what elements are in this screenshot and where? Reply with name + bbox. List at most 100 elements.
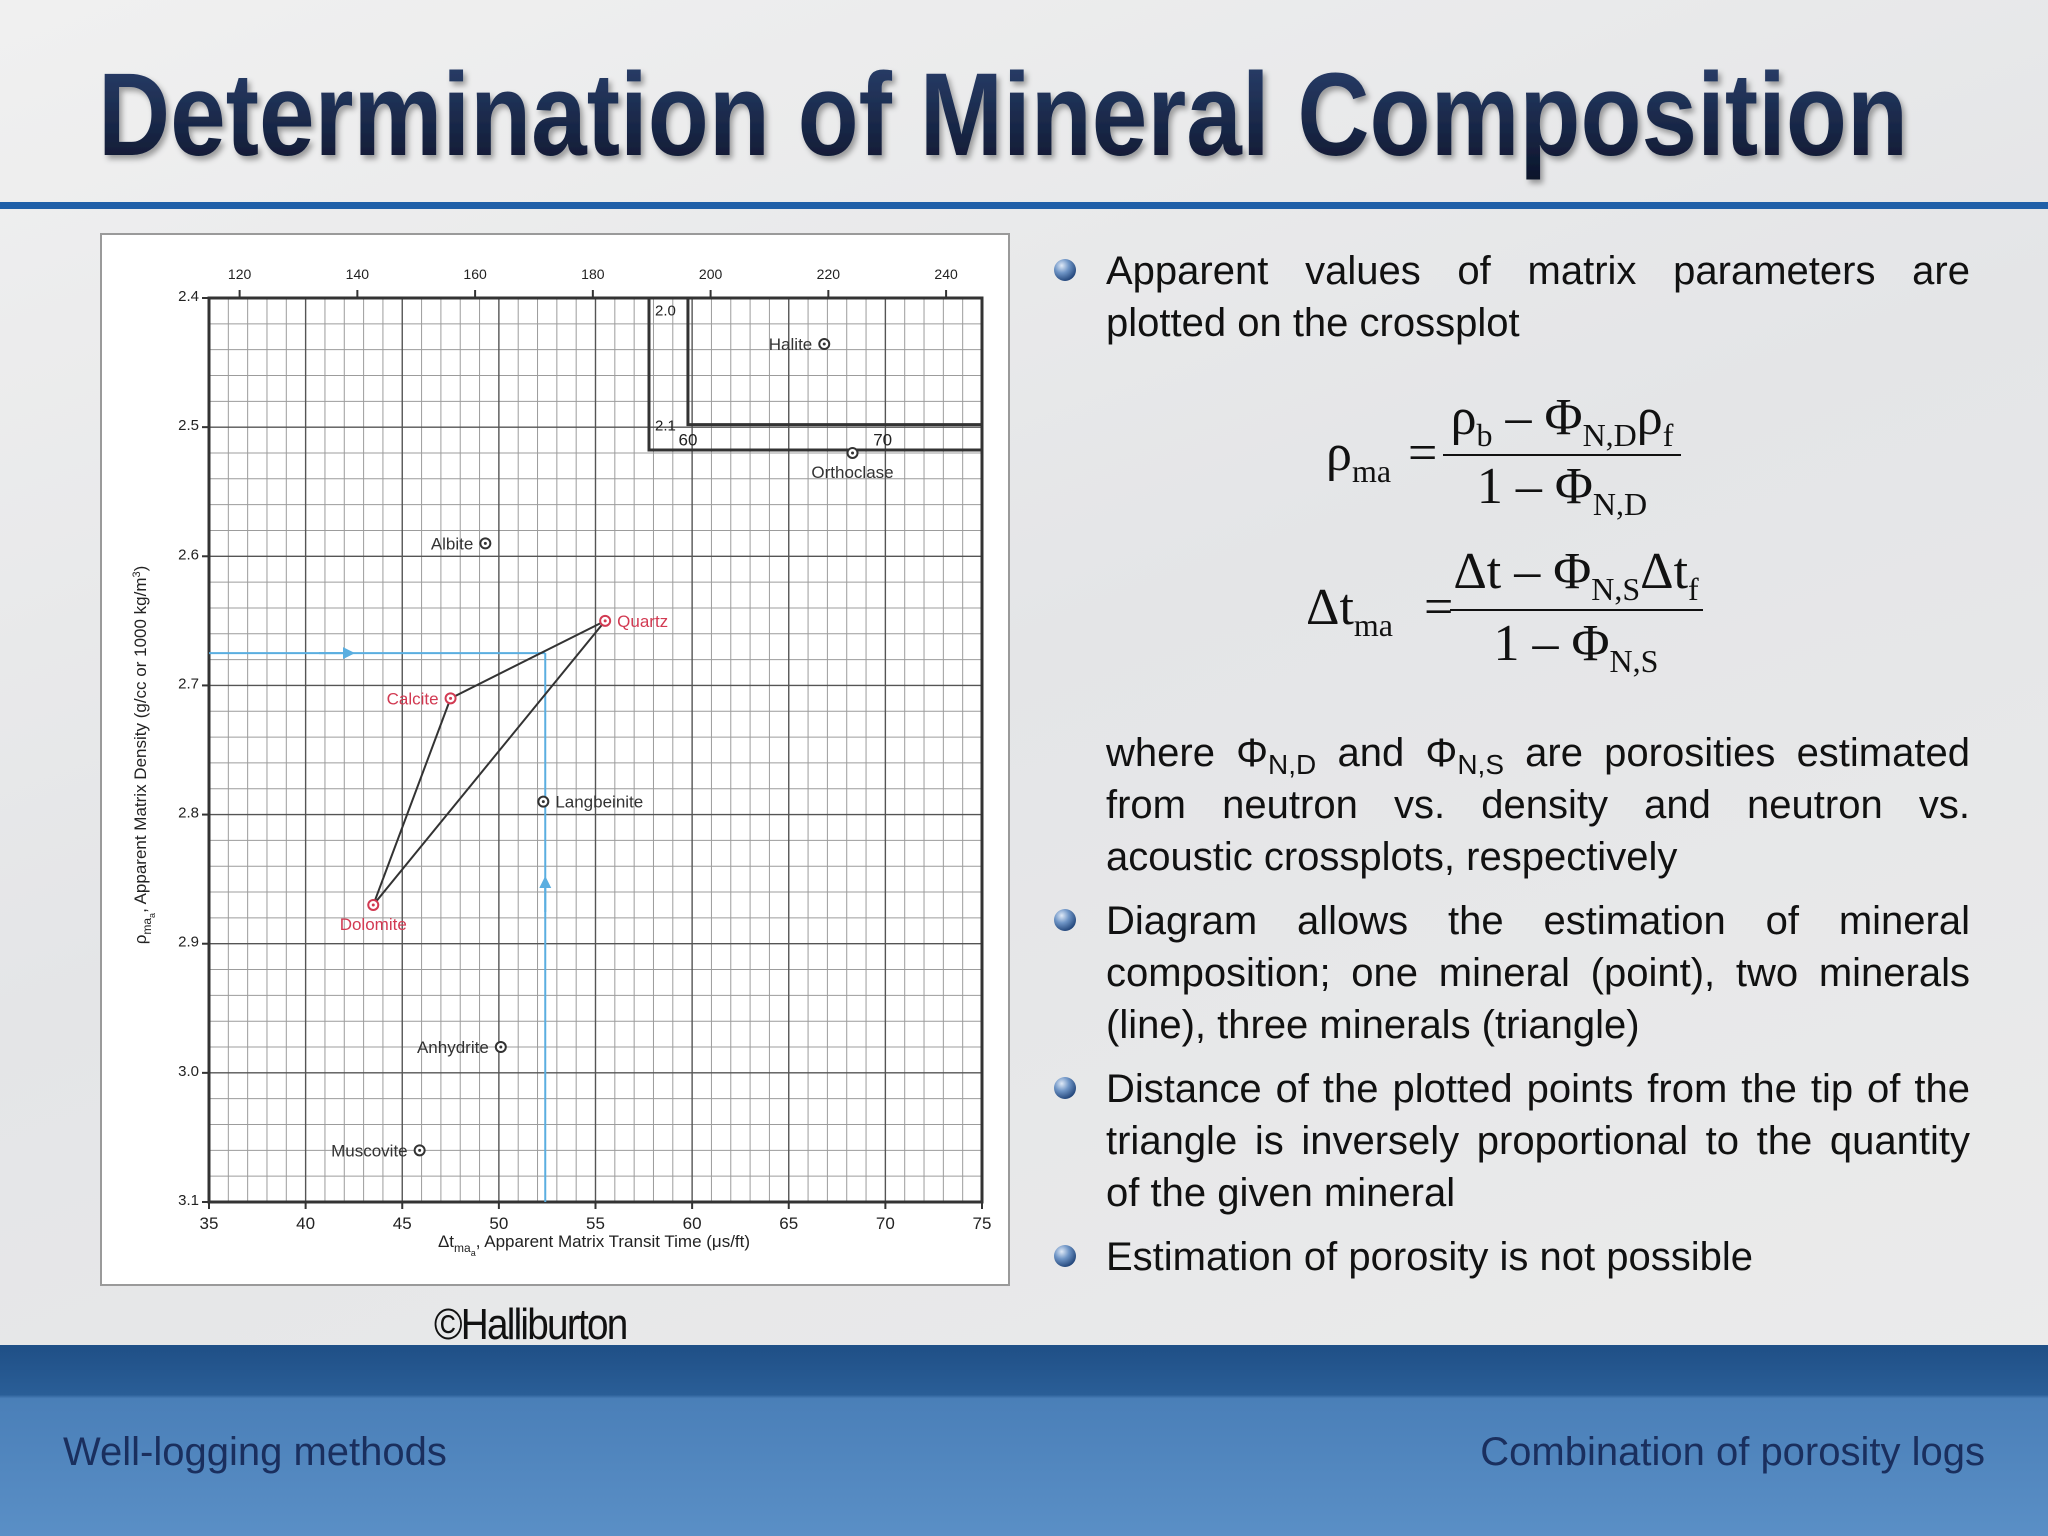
y-axis-title-part: a (147, 913, 157, 918)
equation-denominator: 1 – ΦN,S (1494, 615, 1659, 679)
slide-title: Determination of Mineral Composition (98, 49, 1908, 181)
x2-tick-label: 120 (228, 266, 252, 282)
mineral-point-center (371, 903, 375, 907)
mineral-point-center (483, 541, 487, 545)
x2-tick-label: 240 (934, 266, 958, 282)
inset-y-tick-label: 2.0 (655, 303, 676, 320)
bullet: Distance of the plotted points from the … (1054, 1063, 1970, 1219)
y-axis-title-part: , Apparent Matrix Density (g/cc or 1000 … (131, 578, 150, 913)
x-tick-label: 75 (973, 1214, 992, 1233)
equation-text: ρ (1637, 389, 1663, 446)
x-axis-title-part: a (471, 1248, 476, 1258)
footer-band (0, 1345, 2048, 1536)
mineral-label: Orthoclase (811, 463, 893, 482)
y-tick-label: 2.9 (178, 934, 199, 951)
mineral-point-center (822, 342, 826, 346)
y-tick-label: 2.6 (178, 546, 199, 563)
equation-subscript: f (1663, 417, 1674, 453)
y-tick-label: 3.1 (178, 1192, 199, 1209)
title-area: Determination of Mineral Composition (98, 49, 1908, 181)
bullet: Diagram allows the estimation of mineral… (1054, 895, 1970, 1051)
mineral-label: Anhydrite (417, 1038, 489, 1057)
bullet: Apparent values of matrix parameters are… (1054, 245, 1970, 349)
inset-axis (686, 298, 982, 427)
x-tick-label: 50 (489, 1214, 508, 1233)
mineral-point-center (449, 696, 453, 700)
mineral-point-center (418, 1148, 422, 1152)
equation-text: Δt – Φ (1453, 543, 1591, 600)
inset-x-tick-label: 70 (873, 431, 892, 450)
footer-left: Well-logging methods (63, 1430, 447, 1474)
x2-tick-label: 180 (581, 266, 605, 282)
x2-tick-label: 140 (346, 266, 370, 282)
x-tick-label: 35 (200, 1214, 219, 1233)
equation-numerator: Δt – ΦN,SΔtf (1453, 543, 1699, 607)
bullet: Estimation of porosity is not possible (1054, 1231, 1970, 1283)
mineral-point-center (499, 1045, 503, 1049)
y-axis-title-part: ma (140, 918, 154, 935)
x-tick-label: 55 (586, 1214, 605, 1233)
y-axis-title: ρmaa, Apparent Matrix Density (g/cc or 1… (131, 566, 157, 945)
x2-tick-label: 200 (699, 266, 723, 282)
equation-text: 1 – Φ (1494, 615, 1610, 672)
x-axis-title: Δtmaa, Apparent Matrix Transit Time (μs/… (438, 1232, 750, 1258)
inset-y-tick-label: 2.1 (655, 418, 676, 435)
mineral-label: Albite (431, 534, 474, 553)
grid (208, 297, 983, 1203)
mineral-triangle (372, 619, 606, 906)
mineral-label: Halite (769, 335, 812, 354)
x2-tick-label: 220 (817, 266, 841, 282)
y-tick-label: 2.4 (178, 288, 199, 305)
mineral-label: Dolomite (340, 915, 407, 934)
equation-numerator: ρb – ΦN,Dρf (1451, 389, 1674, 453)
x-axis-title-part: , Apparent Matrix Transit Time (μs/ft) (476, 1232, 750, 1251)
mineral-label: Langbeinite (555, 793, 643, 812)
equation-subscript: b (1477, 417, 1493, 453)
equation-subscript: N,D (1593, 486, 1647, 522)
mineral-label: Muscovite (331, 1141, 408, 1160)
x-tick-label: 40 (296, 1214, 315, 1233)
mineral-point-center (603, 619, 607, 623)
note-text: where Φ (1106, 731, 1269, 775)
footer-right: Combination of porosity logs (1480, 1430, 1985, 1474)
mineral-point-center (851, 451, 855, 455)
equation-denominator: 1 – ΦN,D (1477, 458, 1647, 522)
equation-lhs: ρma (1326, 425, 1391, 489)
equation-sign: = (1424, 579, 1453, 636)
note-text: and Φ (1316, 731, 1458, 775)
equation-text: ρ (1451, 389, 1477, 446)
y-tick-label: 2.7 (178, 675, 199, 692)
equation-subscript: f (1688, 571, 1699, 607)
y-tick-label: 2.8 (178, 805, 199, 822)
x-tick-label: 70 (876, 1214, 895, 1233)
equation-subscript: N,S (1610, 643, 1659, 679)
crossplot-chart: Δtmaa, Apparent Matrix Transit Time (μs/… (100, 233, 1010, 1286)
x-tick-label: 60 (683, 1214, 702, 1233)
equation-subscript: N,S (1591, 571, 1640, 607)
equation-sign: = (1408, 425, 1437, 482)
y-axis-title-part: ρ (131, 935, 150, 945)
note-text: are porosities estimated from neutron vs… (1106, 731, 1970, 879)
equation-lhs: Δtma (1306, 579, 1393, 643)
inset-x-tick-label: 60 (678, 431, 697, 450)
equation-subscript: N,D (1583, 417, 1637, 453)
equation-text: – Φ (1493, 389, 1583, 446)
equation-subscript: ma (1352, 453, 1391, 489)
plot-border (207, 296, 984, 1204)
note-subscript: N,D (1268, 749, 1317, 780)
equation-text: Δt (1640, 543, 1688, 600)
x2-tick-label: 160 (463, 266, 487, 282)
credit: ©Halliburton (434, 1300, 628, 1349)
y-axis-title-part: ) (131, 566, 150, 572)
title-rule (0, 202, 2048, 209)
y-tick-label: 3.0 (178, 1063, 199, 1080)
equation-text: ρ (1326, 425, 1352, 482)
y-axis-title-part: 3 (131, 571, 143, 577)
y-tick-label: 2.5 (178, 417, 199, 434)
equation-subscript: ma (1354, 607, 1393, 643)
inset-border (647, 296, 984, 452)
note-paragraph: where ΦN,D and ΦN,S are porosities estim… (1106, 727, 1970, 883)
x-tick-label: 65 (779, 1214, 798, 1233)
x-tick-label: 45 (393, 1214, 412, 1233)
